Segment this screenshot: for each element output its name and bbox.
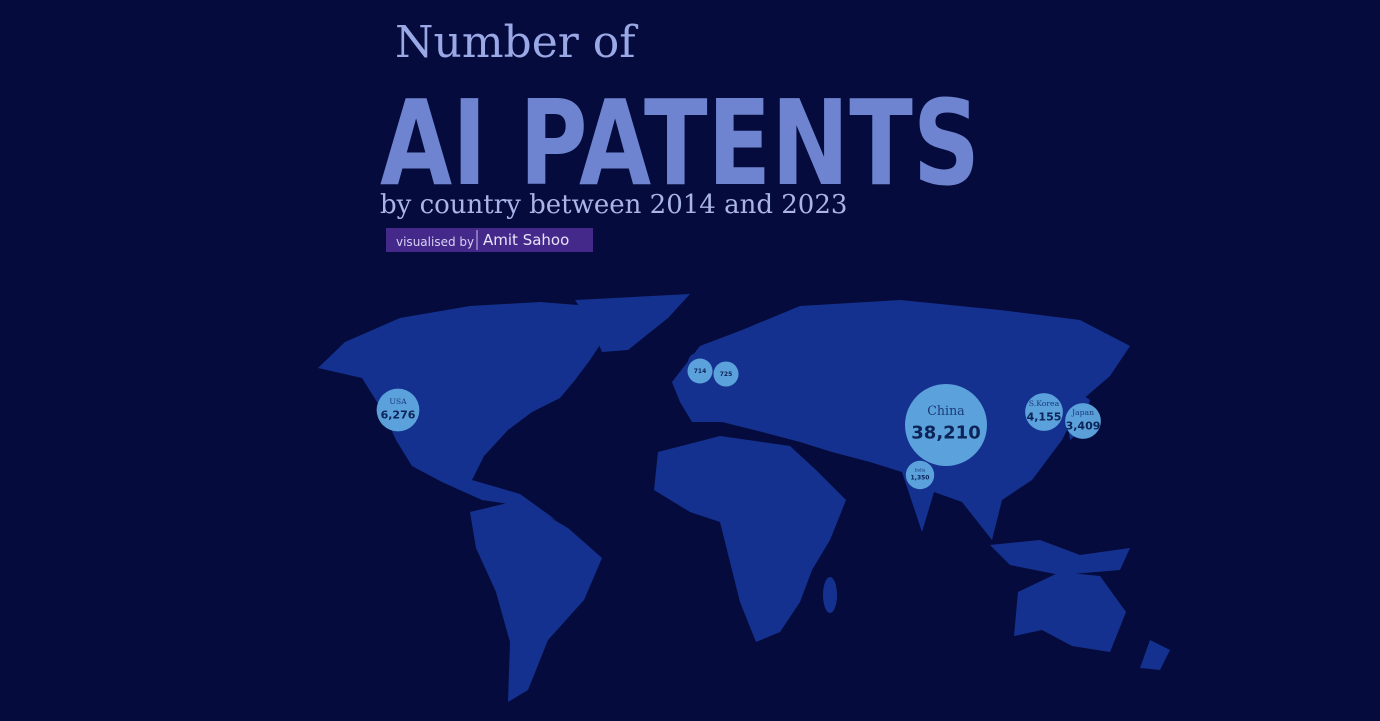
greenland xyxy=(575,294,690,352)
new-zealand xyxy=(1140,640,1170,670)
subtitle: by country between 2014 and 2023 xyxy=(380,190,847,220)
title-line-2: AI PATENTS xyxy=(380,74,980,212)
value-label: 725 xyxy=(720,371,733,378)
country-label: India xyxy=(915,468,926,473)
value-label: 38,210 xyxy=(911,423,980,444)
value-label: 714 xyxy=(694,368,707,375)
bubble xyxy=(1065,403,1101,439)
credit-name: Amit Sahoo xyxy=(483,231,569,249)
title-line-1: Number of xyxy=(395,17,638,68)
southeast-asia xyxy=(990,540,1130,575)
madagascar xyxy=(823,577,837,613)
south-america xyxy=(470,500,602,702)
bubble xyxy=(905,384,987,466)
value-label: 4,155 xyxy=(1027,410,1062,423)
value-label: 3,409 xyxy=(1066,419,1101,432)
country-label: USA xyxy=(389,397,407,406)
bubble xyxy=(905,460,935,490)
value-label: 1,350 xyxy=(911,475,930,482)
country-label: Japan xyxy=(1071,408,1094,417)
australia xyxy=(1014,572,1126,652)
eurasia xyxy=(672,300,1130,540)
world-map xyxy=(318,294,1170,702)
bubble xyxy=(376,388,420,432)
value-label: 6,276 xyxy=(381,408,416,421)
bubble xyxy=(713,361,739,387)
bubble xyxy=(687,358,713,384)
country-label: China xyxy=(927,403,965,418)
country-label: S.Korea xyxy=(1029,399,1060,408)
bubble xyxy=(1025,393,1063,431)
africa xyxy=(654,436,846,642)
credit-box xyxy=(386,228,593,252)
north-america xyxy=(318,302,610,520)
credit-label: visualised by xyxy=(396,235,474,249)
